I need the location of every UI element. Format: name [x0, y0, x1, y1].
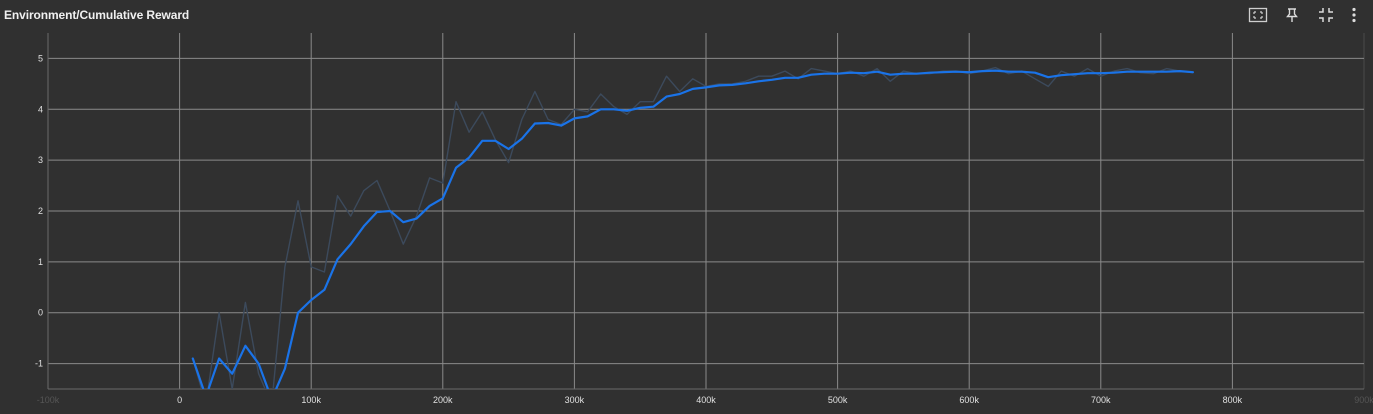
fit-domain-icon [1248, 7, 1268, 23]
pin-button[interactable] [1275, 4, 1309, 26]
x-tick-label: 900k [1354, 395, 1373, 405]
smoothed-series-line[interactable] [191, 69, 1194, 400]
y-tick-label: 4 [38, 104, 43, 114]
x-tick-label: 800k [1223, 395, 1243, 405]
card-header: Environment/Cumulative Reward [0, 0, 1373, 30]
axis-tick-labels: -100k 0 100k 200k 300k 400k 500k 600k 700k 800k 90… [35, 53, 1373, 405]
more-vert-icon [1352, 7, 1356, 23]
x-tick-label: 400k [696, 395, 716, 405]
pin-icon [1286, 8, 1298, 22]
y-tick-label: 2 [38, 206, 43, 216]
raw-series-line[interactable] [192, 66, 1194, 405]
exit-fullscreen-button[interactable] [1309, 4, 1343, 26]
x-tick-label: 300k [565, 395, 585, 405]
x-tick-label: 0 [177, 395, 182, 405]
grid-lines [47, 33, 1365, 390]
cumulative-reward-line-chart[interactable]: -100k 0 100k 200k 300k 400k 500k 600k 700k 800k 90… [0, 30, 1373, 414]
fit-domain-button[interactable] [1241, 4, 1275, 26]
y-tick-label: 0 [38, 308, 43, 318]
y-tick-label: 3 [38, 155, 43, 165]
x-tick-label: 500k [828, 395, 848, 405]
y-tick-label: 1 [38, 257, 43, 267]
series-lines [191, 66, 1194, 405]
x-tick-label: 100k [301, 395, 321, 405]
x-tick-label: 200k [433, 395, 453, 405]
card-toolbar [1241, 4, 1365, 26]
more-options-button[interactable] [1343, 4, 1365, 26]
x-tick-label: 700k [1091, 395, 1111, 405]
y-tick-label: -1 [35, 359, 43, 369]
chart-title: Environment/Cumulative Reward [4, 8, 190, 22]
y-tick-label: 5 [38, 53, 43, 63]
x-tick-label: 600k [959, 395, 979, 405]
x-tick-label: -100k [37, 395, 60, 405]
exit-fullscreen-icon [1319, 8, 1333, 22]
